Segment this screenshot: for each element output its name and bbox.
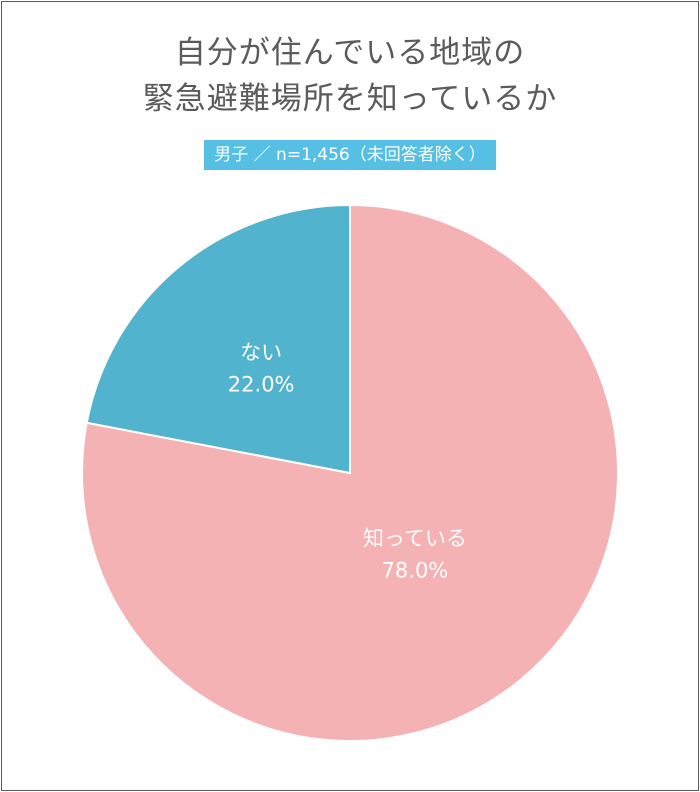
chart-subtitle-badge: 男子 ／ n=1,456（未回答者除く） [204,140,496,170]
slice-value-label-dont-know: 22.0% [228,373,295,397]
slice-value-label-know: 78.0% [382,558,449,582]
chart-title-line-1: 自分が住んでいる地域の [174,35,526,71]
slice-label-know: 知っている [363,526,467,550]
chart-title: 自分が住んでいる地域の 緊急避難場所を知っているか [0,30,700,122]
pie-slice-dont-know [85,203,351,475]
slice-label-dont-know: ない [240,341,282,365]
chart-title-line-2: 緊急避難場所を知っているか [142,81,558,117]
subtitle-container: 男子 ／ n=1,456（未回答者除く） [0,140,700,170]
